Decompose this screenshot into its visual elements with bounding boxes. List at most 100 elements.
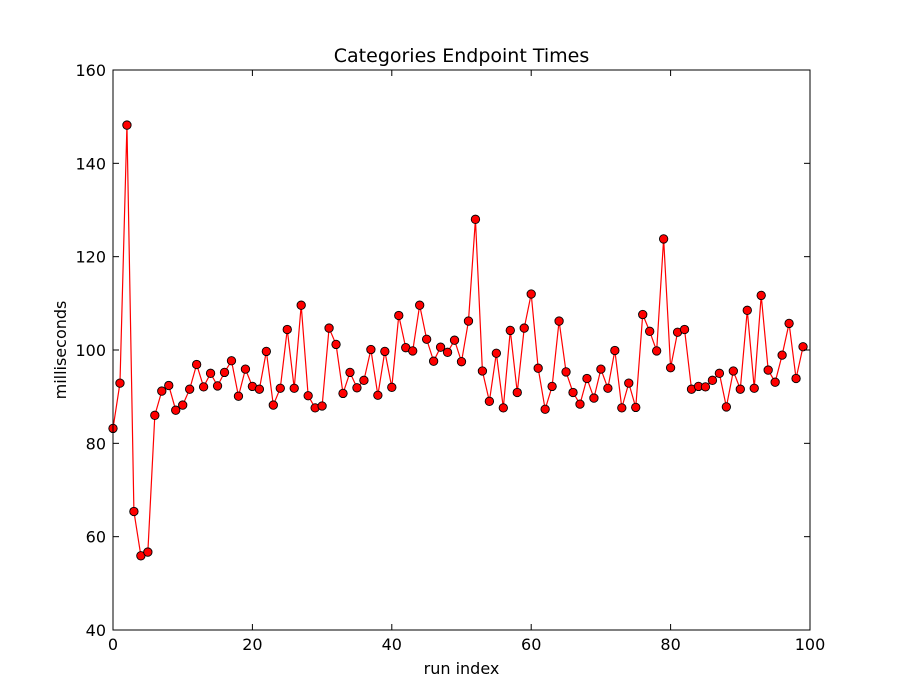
data-point bbox=[254, 384, 265, 394]
data-point bbox=[638, 309, 648, 320]
data-point bbox=[296, 300, 306, 310]
data-point bbox=[456, 357, 467, 367]
data-point bbox=[435, 342, 446, 352]
data-point bbox=[345, 367, 355, 378]
data-point bbox=[129, 506, 139, 517]
data-point bbox=[645, 326, 655, 336]
data-point bbox=[324, 323, 334, 333]
data-point bbox=[652, 346, 662, 356]
data-point bbox=[512, 387, 522, 398]
data-point bbox=[171, 405, 181, 415]
y-tick-label: 120 bbox=[75, 248, 106, 267]
data-point bbox=[240, 364, 251, 374]
data-point bbox=[338, 388, 348, 399]
data-point bbox=[707, 375, 718, 385]
data-point bbox=[798, 342, 808, 352]
data-point bbox=[428, 356, 439, 366]
data-point bbox=[122, 120, 132, 130]
data-point bbox=[150, 410, 160, 420]
y-tick-label: 140 bbox=[75, 154, 106, 173]
y-tick-label: 80 bbox=[86, 434, 106, 453]
data-point bbox=[526, 289, 536, 299]
data-point bbox=[394, 310, 404, 321]
data-point bbox=[568, 387, 578, 398]
y-tick-label: 40 bbox=[86, 621, 106, 640]
series-line bbox=[112, 125, 804, 557]
data-point bbox=[380, 346, 390, 357]
axis-ticks: 0 20 40 60 80 100 40 60 80 100 120 140 160 bbox=[75, 61, 825, 654]
data-point bbox=[610, 345, 620, 356]
data-point bbox=[575, 399, 585, 409]
data-point bbox=[317, 401, 327, 411]
data-point bbox=[547, 381, 557, 392]
data-point bbox=[205, 368, 216, 378]
y-tick-label: 100 bbox=[75, 341, 106, 360]
plot-area bbox=[108, 120, 808, 561]
data-point bbox=[631, 402, 641, 413]
x-tick-label: 0 bbox=[108, 635, 118, 654]
data-point bbox=[233, 391, 244, 401]
data-point bbox=[303, 391, 313, 401]
data-point bbox=[219, 367, 230, 378]
data-point bbox=[115, 378, 125, 388]
x-tick-label: 40 bbox=[382, 635, 402, 654]
x-tick-label: 20 bbox=[242, 635, 262, 654]
data-point bbox=[665, 363, 676, 373]
data-point bbox=[366, 344, 376, 355]
data-point bbox=[185, 384, 195, 394]
data-point bbox=[408, 346, 418, 356]
x-tick-label: 100 bbox=[795, 635, 826, 654]
data-point bbox=[658, 234, 669, 244]
data-point bbox=[463, 316, 474, 326]
data-point bbox=[191, 359, 202, 370]
data-point bbox=[157, 386, 167, 396]
data-point bbox=[477, 366, 488, 376]
data-point bbox=[143, 547, 153, 557]
data-point bbox=[226, 356, 237, 366]
data-point bbox=[742, 305, 752, 315]
data-point bbox=[700, 382, 711, 392]
data-point bbox=[714, 368, 725, 378]
data-point bbox=[770, 377, 780, 387]
data-point bbox=[603, 383, 613, 393]
x-tick-label: 60 bbox=[521, 635, 541, 654]
data-point bbox=[484, 396, 495, 406]
data-point bbox=[268, 400, 278, 410]
data-point bbox=[352, 383, 362, 393]
data-point bbox=[442, 347, 453, 357]
data-point bbox=[261, 346, 271, 357]
axes-frame bbox=[112, 69, 811, 631]
data-point bbox=[554, 316, 564, 326]
data-point bbox=[178, 400, 188, 410]
data-point bbox=[282, 324, 292, 335]
data-point bbox=[617, 403, 627, 413]
data-point bbox=[505, 325, 515, 336]
data-point bbox=[198, 382, 209, 392]
data-point bbox=[756, 290, 766, 301]
y-tick-label: 160 bbox=[75, 61, 106, 80]
data-point bbox=[289, 383, 299, 393]
data-point bbox=[728, 366, 738, 376]
data-point bbox=[735, 384, 745, 394]
data-point bbox=[721, 402, 732, 412]
data-point bbox=[777, 350, 787, 360]
data-point bbox=[561, 367, 571, 377]
data-point bbox=[275, 383, 285, 393]
data-point bbox=[749, 383, 759, 393]
data-point bbox=[763, 365, 773, 375]
y-axis-label: milliseconds bbox=[51, 301, 70, 400]
data-point bbox=[164, 380, 174, 391]
data-point bbox=[784, 318, 794, 329]
y-tick-label: 60 bbox=[86, 528, 106, 547]
data-point bbox=[791, 373, 801, 384]
data-point bbox=[582, 373, 592, 384]
x-tick-label: 80 bbox=[660, 635, 680, 654]
data-point bbox=[449, 335, 460, 345]
data-point bbox=[589, 393, 599, 403]
x-axis-label: run index bbox=[424, 659, 500, 678]
data-point bbox=[491, 348, 501, 358]
chart-title: Categories Endpoint Times bbox=[334, 45, 589, 67]
data-point bbox=[387, 382, 397, 392]
